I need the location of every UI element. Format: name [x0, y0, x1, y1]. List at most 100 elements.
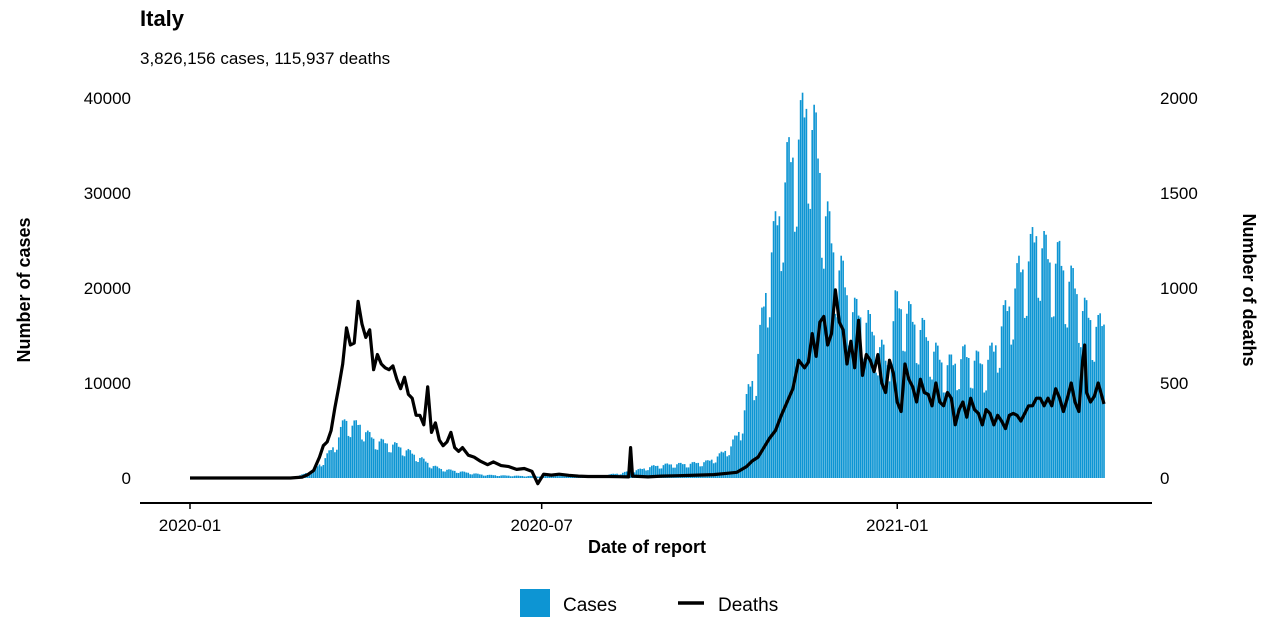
cases-bar: [672, 467, 674, 478]
cases-bar: [840, 255, 843, 478]
cases-bar: [712, 463, 715, 478]
cases-bar: [921, 317, 924, 478]
cases-bar: [660, 468, 663, 478]
y-left-tick-label: 10000: [84, 374, 131, 393]
cases-bar: [639, 468, 642, 478]
cases-bar: [718, 453, 721, 478]
cases-bar: [695, 463, 698, 478]
cases-bar: [432, 466, 435, 478]
cases-bar: [724, 450, 727, 478]
cases-bar: [942, 392, 945, 478]
cases-bar: [697, 462, 700, 478]
cases-bar: [749, 386, 752, 478]
cases-bar: [759, 324, 761, 478]
cases-bar: [347, 435, 350, 478]
cases-bar: [730, 446, 732, 478]
cases-bar: [465, 472, 468, 478]
cases-bar: [430, 468, 433, 478]
cases-bar: [343, 419, 346, 478]
cases-bar: [1074, 288, 1076, 478]
cases-bar: [345, 420, 348, 478]
cases-bar: [434, 465, 437, 478]
cases-bar: [873, 335, 875, 478]
cases-bar: [386, 443, 388, 478]
cases-bar: [790, 162, 792, 479]
cases-bar: [637, 469, 640, 478]
cases-bar: [946, 365, 949, 478]
cases-bar: [879, 347, 881, 478]
cases-bar: [962, 346, 964, 478]
cases-bar: [776, 225, 779, 478]
y-right-tick-label: 1000: [1160, 279, 1198, 298]
cases-bar: [913, 324, 916, 478]
cases-bar: [683, 464, 686, 478]
cases-bar: [707, 460, 709, 478]
cases-bar: [372, 438, 375, 478]
cases-bar: [390, 452, 392, 478]
cases-bar: [521, 475, 524, 478]
cases-bar: [784, 182, 786, 478]
cases-bar: [877, 375, 879, 478]
cases-bar: [374, 449, 377, 478]
legend-cases-label: Cases: [563, 595, 617, 616]
cases-bar: [339, 426, 342, 478]
cases-bar: [838, 270, 841, 478]
cases-bar: [1020, 272, 1022, 478]
cases-bar: [859, 317, 862, 478]
cases-bar: [567, 475, 570, 478]
chart-title: Italy: [140, 6, 185, 31]
cases-bar: [436, 466, 439, 478]
cases-bar: [935, 342, 937, 478]
cases-bar: [937, 345, 939, 478]
x-tick-label: 2021-01: [866, 516, 928, 535]
cases-bar: [906, 313, 908, 478]
cases-bar: [1014, 288, 1016, 478]
cases-bar: [384, 443, 386, 478]
cases-bar: [817, 158, 819, 478]
cases-bar: [1027, 261, 1030, 478]
cases-bar: [380, 438, 383, 478]
cases-bar: [892, 321, 895, 478]
cases-bar: [399, 447, 402, 478]
cases-bar: [884, 360, 887, 478]
cases-bar: [318, 464, 321, 478]
cases-bar: [670, 464, 672, 478]
cases-bar: [848, 345, 850, 478]
cases-bar: [938, 359, 941, 478]
cases-bar: [564, 476, 566, 478]
cases-bar: [668, 464, 671, 478]
cases-bar: [1035, 236, 1038, 478]
cases-bar: [832, 252, 835, 479]
cases-bar: [1041, 248, 1043, 478]
cases-bar: [869, 313, 871, 478]
cases-bar: [1049, 262, 1051, 478]
cases-bar: [788, 137, 790, 478]
cases-bar: [948, 354, 951, 478]
cases-bar: [722, 452, 725, 478]
cases-bar: [765, 292, 767, 478]
cases-bar: [691, 462, 694, 478]
cases-bar: [842, 260, 844, 478]
cases-bar: [674, 467, 676, 478]
cases-bar: [871, 331, 873, 478]
cases-bar: [734, 435, 736, 478]
cases-bar: [523, 476, 526, 478]
cases-bar: [625, 471, 628, 478]
cases-bar: [652, 465, 655, 478]
cases-bar: [312, 469, 315, 478]
cases-bar: [502, 475, 504, 478]
cases-bar: [658, 468, 661, 478]
cases-bar: [548, 476, 551, 478]
cases-bar: [985, 390, 987, 478]
cases-bar: [678, 462, 680, 478]
cases-bar: [394, 442, 396, 478]
cases-bar: [509, 476, 512, 478]
cases-bar: [368, 432, 371, 478]
cases-bar: [863, 358, 866, 478]
cases-bar: [969, 387, 972, 478]
cases-bar: [821, 257, 823, 478]
cases-bar: [811, 130, 814, 478]
cases-bar: [801, 92, 804, 479]
cases-bar: [482, 475, 485, 478]
cases-bar: [546, 476, 549, 478]
